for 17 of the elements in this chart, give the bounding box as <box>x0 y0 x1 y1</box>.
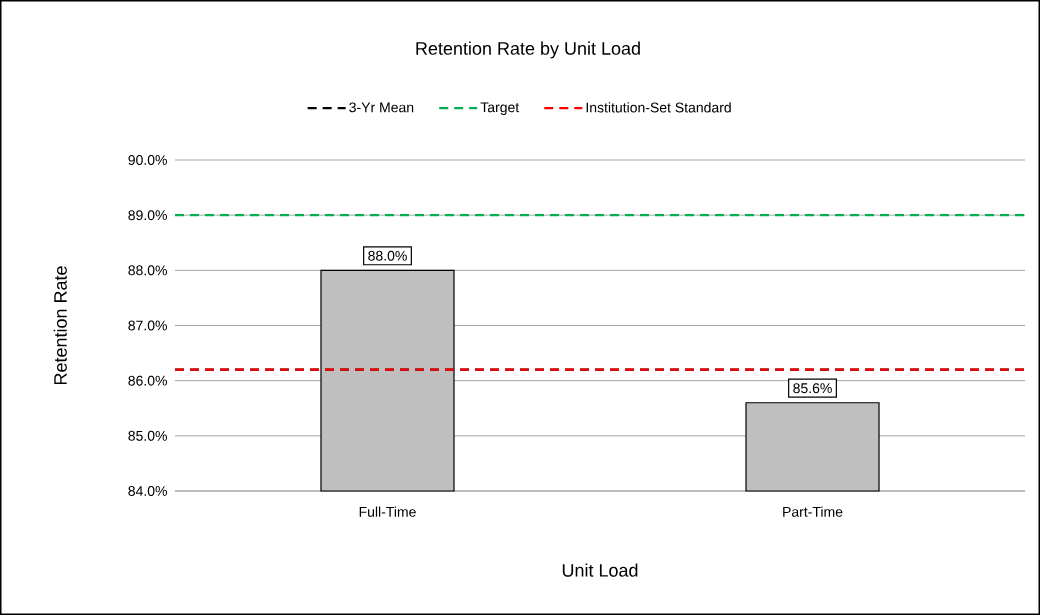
y-tick-label: 86.0% <box>128 375 167 386</box>
x-tick-label: Full-Time <box>359 506 416 517</box>
chart-title: Retention Rate by Unit Load <box>416 41 640 59</box>
legend-label: Target <box>480 102 520 116</box>
legend-label: 3-Yr Mean <box>349 102 414 113</box>
data-label: 88.0% <box>368 250 407 261</box>
x-tick-label: Part-Time <box>783 506 843 517</box>
y-tick-label: 88.0% <box>128 265 167 276</box>
y-tick-label: 85.0% <box>128 430 167 441</box>
y-tick-label: 87.0% <box>128 320 167 331</box>
y-axis-title: Retention Rate <box>53 266 67 385</box>
data-label: 85.6% <box>793 383 832 394</box>
x-axis-title: Unit Load <box>562 563 638 577</box>
y-tick-label: 90.0% <box>128 155 167 165</box>
legend-label: Institution-Set Standard <box>586 102 731 113</box>
y-tick-label: 84.0% <box>128 486 167 496</box>
y-tick-label: 89.0% <box>128 210 167 221</box>
